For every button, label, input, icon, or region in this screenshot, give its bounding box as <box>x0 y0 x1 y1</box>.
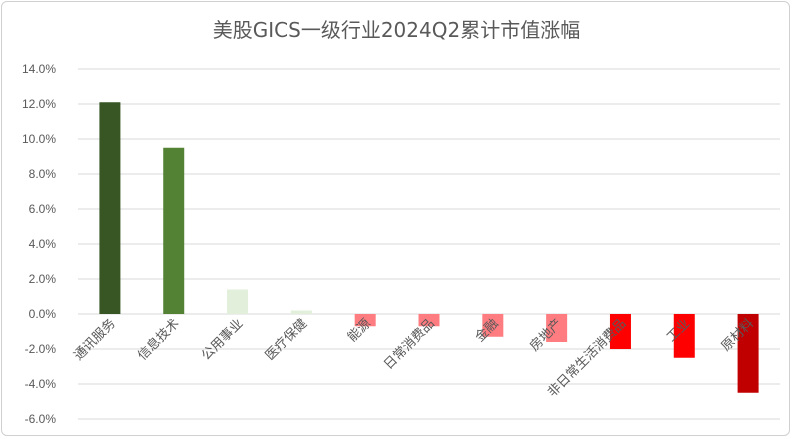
y-tick-label: 12.0% <box>22 97 56 111</box>
bar-8 <box>546 314 568 342</box>
y-tick-label: -6.0% <box>25 412 57 426</box>
bar-6 <box>418 314 440 327</box>
bar-7 <box>482 314 504 337</box>
y-tick-label: -2.0% <box>25 342 57 356</box>
category-label: 通讯服务 <box>71 316 119 364</box>
chart-title: 美股GICS一级行业2024Q2累计市值涨幅 <box>212 18 581 42</box>
bar-1 <box>99 102 121 314</box>
bar-4 <box>290 310 312 314</box>
y-tick-label: 14.0% <box>22 62 56 76</box>
category-label: 医疗保健 <box>263 316 310 363</box>
y-tick-label: 2.0% <box>29 272 57 286</box>
y-tick-label: 6.0% <box>29 202 57 216</box>
category-label: 信息技术 <box>134 316 182 364</box>
y-tick-label: -4.0% <box>25 377 57 391</box>
category-label: 日常消费品 <box>381 316 438 373</box>
bar-11 <box>737 314 759 393</box>
y-tick-label: 0.0% <box>29 307 57 321</box>
bar-5 <box>354 314 376 327</box>
bar-2 <box>163 147 185 314</box>
category-label: 公用事业 <box>199 316 246 363</box>
y-tick-label: 8.0% <box>29 167 57 181</box>
bar-9 <box>609 314 631 349</box>
y-tick-label: 10.0% <box>22 132 56 146</box>
y-tick-label: 4.0% <box>29 237 57 251</box>
bar-10 <box>673 314 695 358</box>
bar-3 <box>227 289 249 314</box>
